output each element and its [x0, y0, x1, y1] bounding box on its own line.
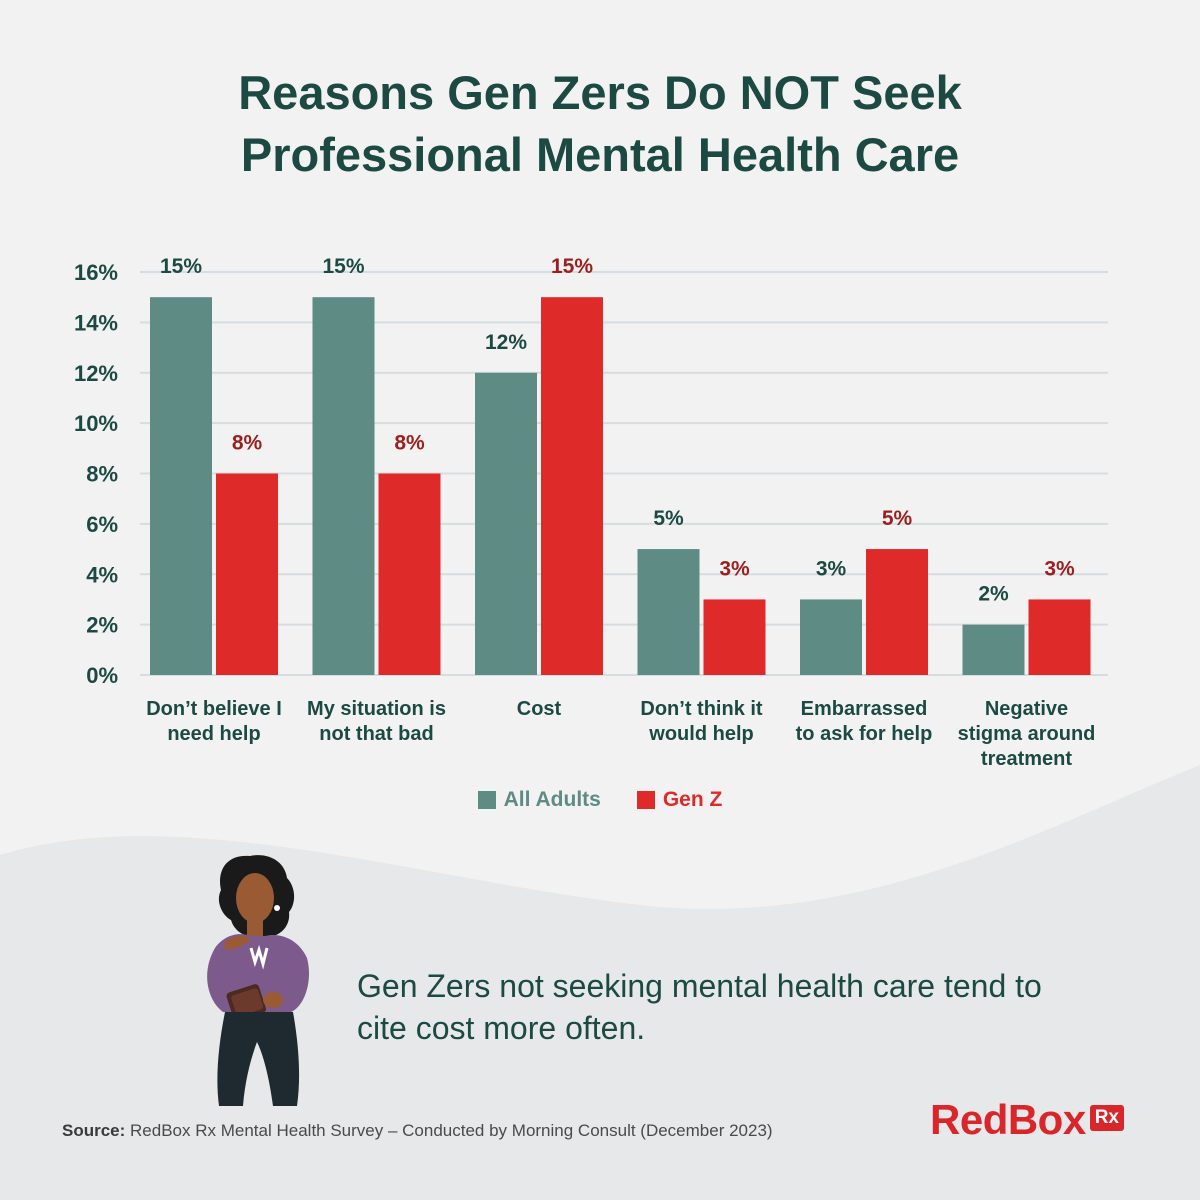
bar-all-adults	[150, 297, 212, 675]
source-citation: Source: RedBox Rx Mental Health Survey –…	[62, 1121, 773, 1141]
x-tick-label: not that bad	[319, 723, 433, 745]
data-label: 2%	[978, 583, 1009, 606]
y-tick-label: 12%	[74, 361, 118, 386]
data-label: 8%	[394, 432, 425, 455]
bar-all-adults	[962, 624, 1025, 675]
chart-legend: All Adults Gen Z	[0, 788, 1200, 812]
bar-all-adults	[475, 372, 537, 675]
data-label: 15%	[160, 255, 202, 278]
logo-badge: Rx	[1089, 1105, 1124, 1131]
x-tick-label: My situation is	[307, 698, 446, 720]
x-tick-label: need help	[167, 723, 260, 745]
bar-chart: 0% 2% 4% 6% 8% 10% 12% 14% 16% 15% 8% Don’t believe…	[74, 255, 1108, 770]
bar-gen-z	[216, 473, 278, 675]
bar-all-adults	[312, 297, 375, 675]
redbox-rx-logo: RedBox Rx	[930, 1096, 1124, 1144]
y-tick-label: 6%	[86, 512, 118, 537]
y-tick-label: 8%	[86, 462, 118, 487]
title-line-1: Reasons Gen Zers Do NOT Seek	[238, 66, 962, 119]
x-tick-label: Don’t believe I	[146, 698, 282, 720]
legend-label-all-adults: All Adults	[503, 788, 601, 811]
data-label: 5%	[653, 507, 684, 530]
y-tick-label: 2%	[86, 613, 118, 638]
legend-item-gen-z: Gen Z	[636, 788, 723, 812]
woman-holding-wallet-illustration	[207, 855, 310, 1106]
x-tick-label: Cost	[517, 698, 562, 720]
data-label: 8%	[232, 432, 263, 455]
x-tick-label: treatment	[981, 748, 1072, 770]
data-label: 12%	[485, 331, 527, 354]
data-label: 5%	[882, 507, 913, 530]
legend-label-gen-z: Gen Z	[662, 788, 723, 811]
data-label: 15%	[322, 255, 364, 278]
bar-gen-z	[866, 549, 928, 675]
bar-all-adults	[637, 549, 700, 675]
x-tick-label: to ask for help	[796, 723, 933, 745]
x-tick-label: Negative	[985, 698, 1068, 720]
bar-gen-z	[1028, 599, 1091, 675]
y-tick-label: 4%	[86, 562, 118, 587]
chart-title: Reasons Gen Zers Do NOT Seek Professiona…	[0, 62, 1200, 186]
y-tick-label: 10%	[74, 411, 118, 436]
bar-gen-z	[541, 297, 603, 675]
legend-swatch-gen-z	[636, 791, 655, 809]
title-line-2: Professional Mental Health Care	[240, 128, 960, 181]
data-label: 3%	[816, 557, 847, 580]
y-tick-label: 16%	[74, 260, 118, 285]
bar-gen-z	[378, 473, 441, 675]
x-tick-label: stigma around	[958, 723, 1096, 745]
data-label: 3%	[719, 557, 750, 580]
bar-all-adults	[800, 599, 862, 675]
x-tick-label: Don’t think it	[640, 698, 763, 720]
y-tick-label: 14%	[74, 310, 118, 335]
logo-text: RedBox	[930, 1096, 1086, 1143]
source-label: Source:	[62, 1121, 126, 1140]
legend-swatch-all-adults	[477, 791, 496, 809]
summary-note: Gen Zers not seeking mental health care …	[357, 968, 1042, 1046]
y-tick-label: 0%	[86, 663, 118, 688]
x-tick-label: would help	[648, 723, 753, 745]
data-label: 15%	[551, 255, 593, 278]
source-text: RedBox Rx Mental Health Survey – Conduct…	[130, 1121, 773, 1140]
data-label: 3%	[1044, 557, 1075, 580]
bar-gen-z	[703, 599, 766, 675]
x-tick-label: Embarrassed	[801, 698, 928, 720]
legend-item-all-adults: All Adults	[477, 788, 601, 812]
